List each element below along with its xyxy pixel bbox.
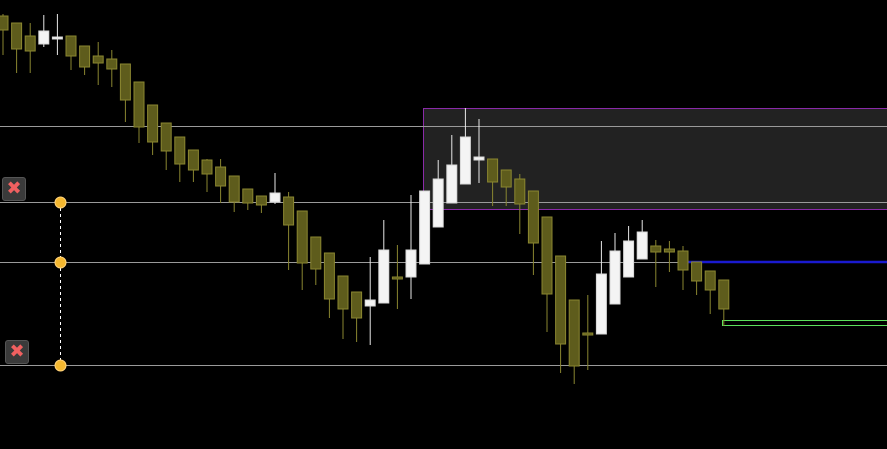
candle-body-18 — [242, 188, 254, 204]
candle-body-19 — [255, 195, 267, 206]
close-icon: ✖ — [9, 341, 25, 362]
supply-zone-rectangle — [423, 108, 887, 210]
candle-body-29 — [391, 276, 403, 280]
candle-body-0 — [0, 15, 9, 31]
candle-body-35 — [473, 156, 485, 161]
candle-body-12 — [160, 122, 172, 152]
candle-body-41 — [555, 255, 567, 345]
candle-body-50 — [677, 250, 689, 271]
candle-body-27 — [364, 299, 376, 307]
candle-body-47 — [636, 231, 648, 260]
candle-body-37 — [500, 169, 512, 188]
candle-body-44 — [595, 273, 607, 335]
candle-body-45 — [609, 250, 621, 305]
candle-body-32 — [432, 178, 444, 228]
candle-body-43 — [582, 332, 594, 336]
candle-body-7 — [92, 55, 104, 64]
candle-body-14 — [187, 149, 199, 171]
close-icon: ✖ — [6, 178, 22, 199]
candle-body-51 — [691, 261, 703, 282]
candle-body-15 — [201, 159, 213, 175]
candle-body-5 — [65, 35, 77, 57]
candle-body-31 — [419, 190, 431, 265]
anchor-handle-0[interactable] — [54, 196, 67, 209]
candle-body-16 — [215, 166, 227, 187]
candle-body-6 — [79, 45, 91, 68]
candle-body-9 — [119, 63, 131, 101]
candle-body-2 — [24, 35, 36, 52]
candle-body-10 — [133, 81, 145, 128]
candle-body-8 — [106, 58, 118, 70]
candle-body-49 — [663, 248, 675, 253]
delete-level-button-lower[interactable]: ✖ — [5, 340, 29, 364]
candle-body-38 — [514, 178, 526, 205]
candle-body-3 — [38, 30, 50, 45]
candle-body-11 — [147, 104, 159, 143]
candle-body-25 — [337, 275, 349, 310]
candle-body-36 — [487, 158, 499, 183]
candle-body-39 — [527, 190, 539, 244]
candle-body-53 — [718, 279, 730, 310]
candle-body-34 — [459, 136, 471, 185]
candle-body-26 — [351, 291, 363, 319]
candle-body-40 — [541, 216, 553, 295]
candle-body-17 — [228, 175, 240, 203]
candle-body-33 — [446, 164, 458, 204]
anchor-handle-1[interactable] — [54, 256, 67, 269]
candle-body-52 — [704, 270, 716, 291]
candle-body-48 — [650, 245, 662, 253]
delete-level-button-upper[interactable]: ✖ — [2, 177, 26, 201]
anchor-handle-2[interactable] — [54, 359, 67, 372]
candle-body-20 — [269, 192, 281, 203]
candle-body-28 — [378, 249, 390, 304]
candle-body-24 — [323, 252, 335, 300]
candle-body-21 — [283, 196, 295, 226]
candle-body-30 — [405, 249, 417, 278]
candle-body-1 — [11, 22, 23, 50]
candle-body-23 — [310, 236, 322, 270]
candle-body-46 — [623, 240, 635, 278]
candle-body-13 — [174, 136, 186, 165]
candle-body-42 — [568, 299, 580, 367]
candle-body-4 — [51, 36, 63, 40]
candle-body-22 — [296, 210, 308, 264]
